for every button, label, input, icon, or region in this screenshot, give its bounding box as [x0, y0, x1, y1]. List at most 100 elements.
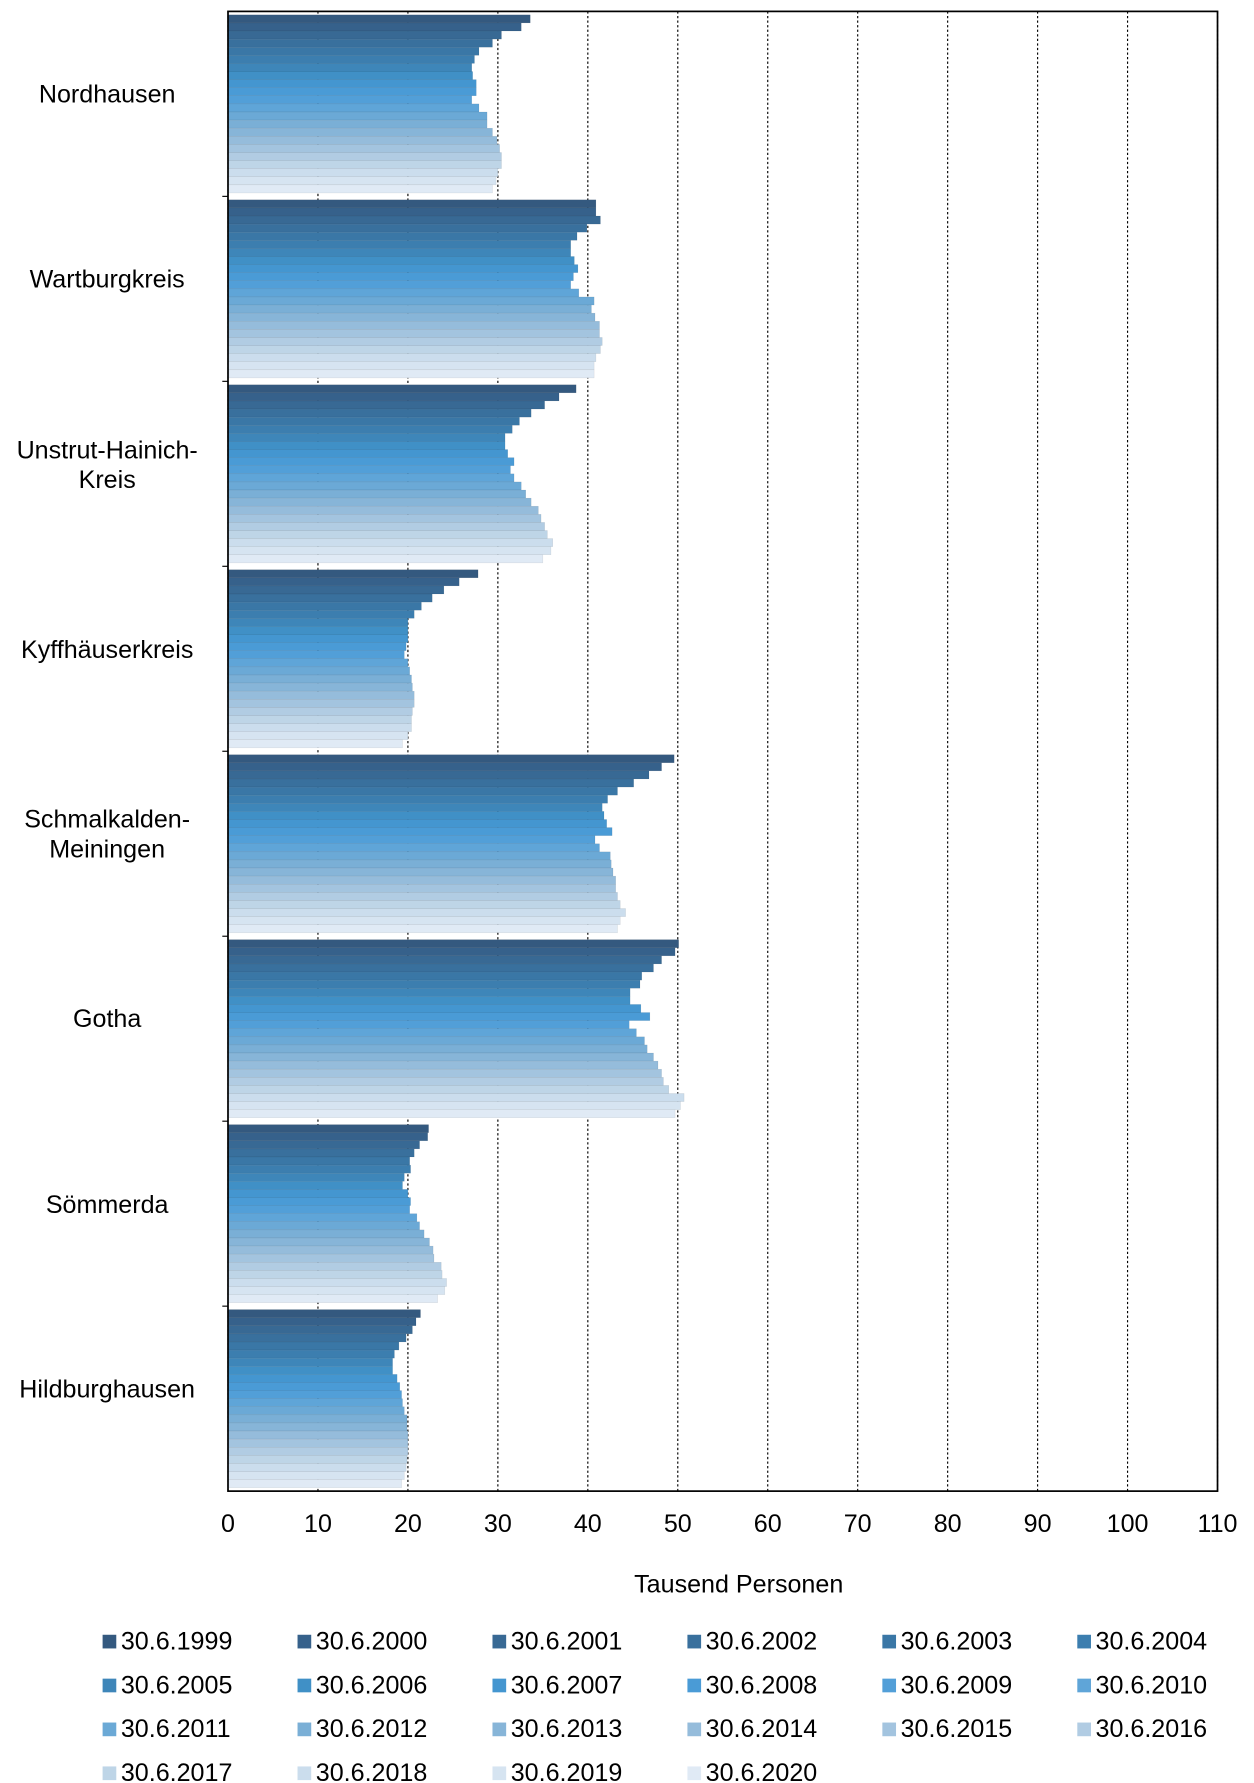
bar [227, 626, 409, 635]
bar [227, 1164, 411, 1174]
bar [227, 46, 480, 56]
bar [227, 522, 545, 531]
bar [227, 1093, 685, 1102]
bar [227, 908, 626, 917]
bar [227, 947, 676, 957]
legend-swatch [687, 1678, 702, 1693]
x-tick-label: 10 [304, 1510, 332, 1538]
y-tick-label: Nordhausen [38, 79, 176, 109]
y-tick-label: Hildburghausen [19, 1374, 195, 1404]
bar [227, 400, 545, 410]
y-tick-label: Sömmerda [45, 1189, 169, 1219]
legend-label: 30.6.2008 [706, 1671, 818, 1699]
bar [227, 1060, 659, 1070]
bar [227, 1012, 651, 1021]
bar [227, 168, 499, 177]
bar [227, 497, 532, 507]
x-axis-label: Tausend Personen [634, 1570, 843, 1598]
bar [227, 1148, 415, 1158]
bar [227, 392, 560, 402]
bar [227, 1245, 434, 1255]
legend-label: 30.6.2018 [316, 1759, 428, 1783]
bar [227, 79, 477, 88]
bar [227, 1422, 408, 1432]
bar [227, 963, 654, 973]
bar [227, 609, 415, 619]
bar [227, 585, 445, 595]
bar [227, 794, 608, 804]
bar [227, 1398, 403, 1407]
bar [227, 384, 577, 394]
bar [227, 144, 500, 153]
legend-swatch [297, 1634, 312, 1649]
legend-label: 30.6.2007 [511, 1671, 623, 1699]
legend-label: 30.6.2010 [1096, 1671, 1208, 1699]
bar [227, 111, 488, 121]
bar [227, 1101, 681, 1110]
legend-swatch [687, 1634, 702, 1649]
bar [227, 939, 679, 948]
bar [227, 1382, 401, 1391]
bar [227, 1132, 428, 1142]
bar [227, 312, 596, 322]
bar [227, 329, 600, 338]
bar [227, 1124, 429, 1133]
bar [227, 1325, 413, 1335]
legend-swatch [297, 1766, 312, 1781]
legend-label: 30.6.2009 [901, 1671, 1013, 1699]
bar [227, 465, 511, 475]
legend-swatch [687, 1766, 702, 1781]
legend-label: 30.6.2016 [1096, 1715, 1208, 1743]
bar [227, 272, 574, 281]
bar [227, 859, 612, 869]
bar [227, 1181, 403, 1190]
bar [227, 1109, 676, 1118]
bar [227, 577, 460, 587]
bar [227, 900, 621, 909]
plot-frame [227, 10, 1219, 1492]
bar [227, 1068, 662, 1078]
bar [227, 1341, 400, 1351]
bar [227, 778, 634, 788]
legend-label: 30.6.2005 [121, 1671, 233, 1699]
legend-swatch [1077, 1678, 1091, 1693]
bar [227, 1357, 393, 1367]
bar [227, 1455, 408, 1464]
bar [227, 457, 515, 466]
bar [227, 361, 595, 371]
bar [227, 231, 578, 241]
y-tick-label: Unstrut-Hainich-Kreis [16, 435, 198, 494]
x-tick-label: 30 [484, 1510, 512, 1538]
bar [227, 554, 544, 564]
legend-swatch [102, 1678, 117, 1693]
bar [227, 819, 607, 828]
bar [227, 1479, 402, 1488]
legend-label: 30.6.2019 [511, 1759, 623, 1783]
bar [227, 1213, 418, 1222]
bar [227, 762, 662, 772]
bar [227, 264, 579, 273]
legend-label: 30.6.2011 [121, 1715, 231, 1743]
bar [227, 1286, 446, 1295]
bar [227, 345, 601, 354]
x-tick-label: 40 [574, 1510, 602, 1538]
legend-label: 30.6.2020 [706, 1759, 818, 1783]
bar [227, 835, 596, 844]
bar [227, 481, 522, 491]
bar [227, 1374, 398, 1383]
bar [227, 416, 520, 426]
bar [227, 1229, 425, 1239]
legend-swatch [492, 1634, 507, 1649]
legend-label: 30.6.2006 [316, 1671, 428, 1699]
legend-label: 30.6.2001 [511, 1627, 623, 1655]
legend-swatch [102, 1766, 117, 1781]
bar [227, 215, 601, 225]
bar [227, 1349, 395, 1359]
x-tick-label: 100 [1107, 1510, 1149, 1538]
bar [227, 674, 412, 684]
bar [227, 514, 542, 523]
bar [227, 843, 600, 853]
bar [227, 593, 433, 603]
bar [227, 63, 473, 72]
bar [227, 321, 600, 330]
